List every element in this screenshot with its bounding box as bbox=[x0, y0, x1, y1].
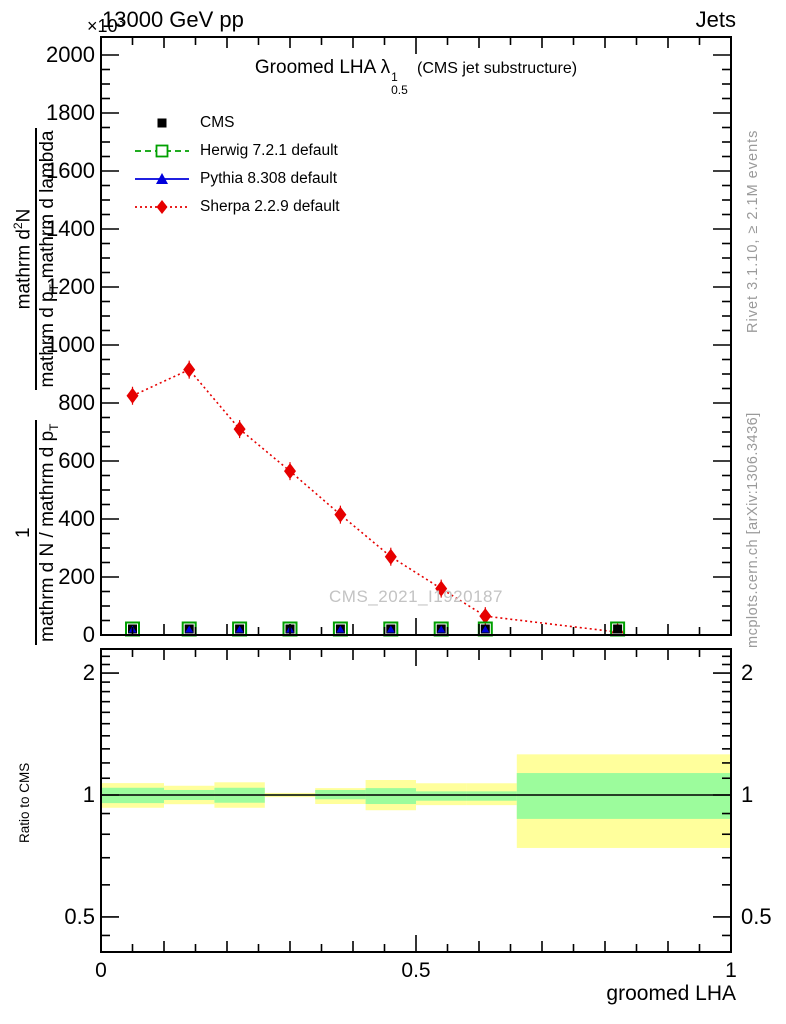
multiplier-base: ×10 bbox=[87, 16, 118, 36]
pythia-marker-icon bbox=[133, 168, 191, 190]
tick-label: 0 bbox=[95, 959, 107, 982]
analysis-id-watermark: CMS_2021_I1920187 bbox=[329, 587, 503, 606]
fraction2-numerator: mathrm d2N bbox=[11, 208, 35, 310]
multiplier-exponent: 3 bbox=[117, 15, 125, 29]
tick-label: 1600 bbox=[46, 158, 95, 183]
sherpa-series bbox=[126, 360, 625, 634]
lambda-indices: 1 0.5 bbox=[391, 71, 408, 96]
title-suffix: (CMS jet substructure) bbox=[417, 60, 578, 77]
legend-item-cms: CMS bbox=[133, 109, 340, 137]
tick-label: 0 bbox=[82, 622, 95, 647]
tick-label: 1 bbox=[725, 959, 737, 982]
tick-label: 400 bbox=[58, 506, 95, 531]
fraction1-denominator: mathrm d N / mathrm d pT bbox=[34, 420, 62, 645]
beam-energy-label: 13000 GeV pp bbox=[102, 7, 244, 32]
tick-label: 2 bbox=[82, 660, 95, 686]
legend-item-herwig: Herwig 7.2.1 default bbox=[133, 137, 340, 165]
lambda-superscript: 1 bbox=[391, 70, 398, 84]
data-marker-clusters bbox=[125, 621, 626, 637]
rivet-version-note: Rivet 3.1.10, ≥ 2.1M events bbox=[745, 129, 761, 333]
tick-label: 1400 bbox=[46, 216, 95, 241]
y-axis-fraction-1: 1 mathrm d N / mathrm d pT bbox=[12, 420, 62, 645]
tick-label: 0.5 bbox=[401, 959, 431, 982]
tick-label: 0.5 bbox=[741, 903, 772, 929]
legend-label: Herwig 7.2.1 default bbox=[200, 142, 338, 159]
legend-label: CMS bbox=[200, 114, 235, 131]
y-axis-label: 1 mathrm d N / mathrm d pT mathrm d2N ma… bbox=[11, 127, 62, 645]
tick-label: 200 bbox=[58, 564, 95, 589]
y-axis-multiplier: ×103 bbox=[87, 15, 124, 37]
legend-item-sherpa: Sherpa 2.2.9 default bbox=[133, 193, 340, 221]
legend-label: Sherpa 2.2.9 default bbox=[200, 198, 340, 215]
cms-marker-icon bbox=[133, 112, 191, 134]
legend-item-pythia: Pythia 8.308 default bbox=[133, 165, 340, 193]
lambda-subscript: 0.5 bbox=[391, 82, 408, 97]
tick-label: 2 bbox=[741, 660, 754, 686]
tick-label: 1000 bbox=[46, 332, 95, 357]
ratio-axis-label: Ratio to CMS bbox=[17, 762, 32, 843]
tick-label: 1200 bbox=[46, 274, 95, 299]
title-lambda-symbol: λ bbox=[380, 57, 391, 78]
herwig-marker-icon bbox=[133, 140, 191, 162]
sherpa-marker-icon bbox=[133, 196, 191, 218]
legend-label: Pythia 8.308 default bbox=[200, 170, 338, 187]
tick-label: 1800 bbox=[46, 100, 95, 125]
fraction1-numerator: 1 bbox=[12, 527, 34, 539]
ratio-uncertainty-bands bbox=[101, 754, 731, 848]
tick-label: 1 bbox=[82, 782, 95, 807]
tick-label: 0.5 bbox=[64, 903, 95, 929]
legend: CMS Herwig 7.2.1 default Pythia 8.308 de… bbox=[133, 109, 340, 221]
axis-ticks bbox=[100, 37, 732, 952]
x-axis-label: groomed LHA bbox=[606, 982, 736, 1005]
tick-label: 1 bbox=[741, 782, 754, 807]
title-prefix: Groomed LHA bbox=[254, 57, 376, 78]
tick-label: 600 bbox=[58, 448, 95, 473]
plot-title: Groomed LHA λ 1 0.5 (CMS jet substructure) bbox=[101, 57, 731, 96]
analysis-group-label: Jets bbox=[695, 7, 736, 32]
mcplots-reference-note: mcplots.cern.ch [arXiv:1306.3436] bbox=[745, 412, 761, 648]
tick-label: 2000 bbox=[46, 42, 95, 67]
tick-label: 800 bbox=[58, 390, 95, 415]
